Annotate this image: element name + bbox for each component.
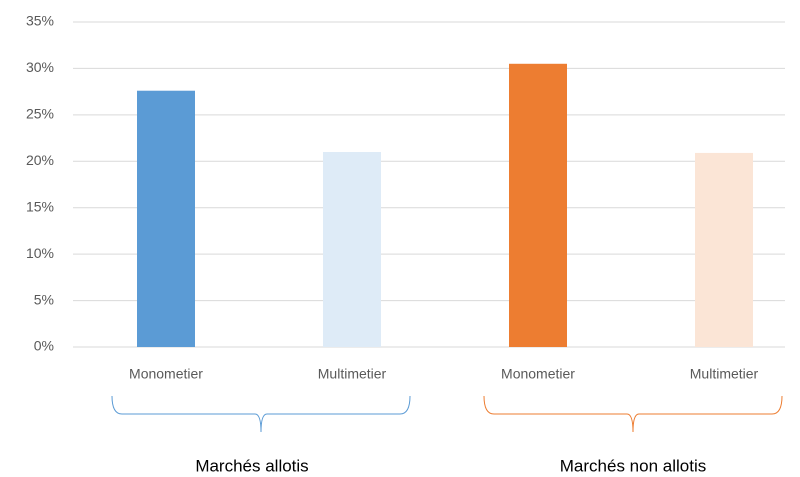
y-tick-label: 5% [34,291,54,307]
x-tick-label: Multimetier [318,366,387,382]
group-label: Marchés allotis [195,456,308,475]
bar [695,152,753,347]
x-tick-label: Multimetier [690,366,759,382]
y-tick-label: 25% [26,106,54,122]
group-bracket [483,395,783,433]
y-tick-label: 0% [34,338,54,354]
x-tick-label: Monometier [501,366,575,382]
group-bracket [111,395,411,433]
y-tick-label: 35% [26,13,54,29]
y-tick-label: 15% [26,198,54,214]
y-tick-label: 20% [26,152,54,168]
bar [137,90,195,347]
x-tick-label: Monometier [129,366,203,382]
y-tick-label: 10% [26,245,54,261]
y-tick-label: 30% [26,59,54,75]
bar [509,63,567,348]
group-label: Marchés non allotis [560,456,706,475]
bar [323,152,381,347]
